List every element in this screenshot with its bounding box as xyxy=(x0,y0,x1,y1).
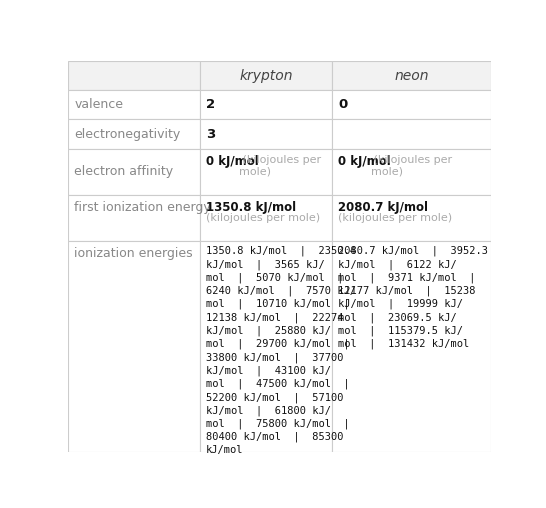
Bar xyxy=(200,90,332,119)
Text: 1350.8 kJ/mol  |  2350.4
kJ/mol  |  3565 kJ/
mol  |  5070 kJ/mol  |
6240 kJ/mol : 1350.8 kJ/mol | 2350.4 kJ/mol | 3565 kJ/… xyxy=(206,246,356,455)
Bar xyxy=(200,149,332,195)
Bar xyxy=(332,61,491,90)
Text: (kilojoules per mole): (kilojoules per mole) xyxy=(206,213,321,224)
Text: 2: 2 xyxy=(206,99,215,111)
Bar xyxy=(68,149,200,195)
Bar xyxy=(332,119,491,149)
Text: 0 kJ/mol: 0 kJ/mol xyxy=(206,155,259,168)
Bar xyxy=(332,149,491,195)
Bar xyxy=(68,195,200,241)
Text: (kilojoules per
mole): (kilojoules per mole) xyxy=(371,155,453,176)
Text: valence: valence xyxy=(74,99,123,111)
Text: first ionization energy: first ionization energy xyxy=(74,201,211,214)
Text: electronegativity: electronegativity xyxy=(74,128,181,141)
Text: 2080.7 kJ/mol  |  3952.3
kJ/mol  |  6122 kJ/
mol  |  9371 kJ/mol  |
12177 kJ/mol: 2080.7 kJ/mol | 3952.3 kJ/mol | 6122 kJ/… xyxy=(338,246,488,350)
Text: 1350.8 kJ/mol: 1350.8 kJ/mol xyxy=(206,201,296,214)
Bar xyxy=(200,119,332,149)
Bar xyxy=(332,195,491,241)
Text: neon: neon xyxy=(394,69,429,83)
Bar xyxy=(200,241,332,452)
Text: 2080.7 kJ/mol: 2080.7 kJ/mol xyxy=(338,201,428,214)
Bar xyxy=(200,61,332,90)
Text: (kilojoules per mole): (kilojoules per mole) xyxy=(338,213,452,224)
Text: (kilojoules per
mole): (kilojoules per mole) xyxy=(239,155,321,176)
Text: electron affinity: electron affinity xyxy=(74,165,174,178)
Text: 0 kJ/mol: 0 kJ/mol xyxy=(338,155,391,168)
Text: 3: 3 xyxy=(206,128,216,141)
Bar xyxy=(68,61,200,90)
Bar xyxy=(200,195,332,241)
Bar xyxy=(68,119,200,149)
Bar xyxy=(332,241,491,452)
Text: krypton: krypton xyxy=(239,69,293,83)
Bar xyxy=(68,241,200,452)
Bar xyxy=(68,90,200,119)
Bar xyxy=(332,90,491,119)
Text: ionization energies: ionization energies xyxy=(74,247,193,260)
Text: 0: 0 xyxy=(338,99,347,111)
